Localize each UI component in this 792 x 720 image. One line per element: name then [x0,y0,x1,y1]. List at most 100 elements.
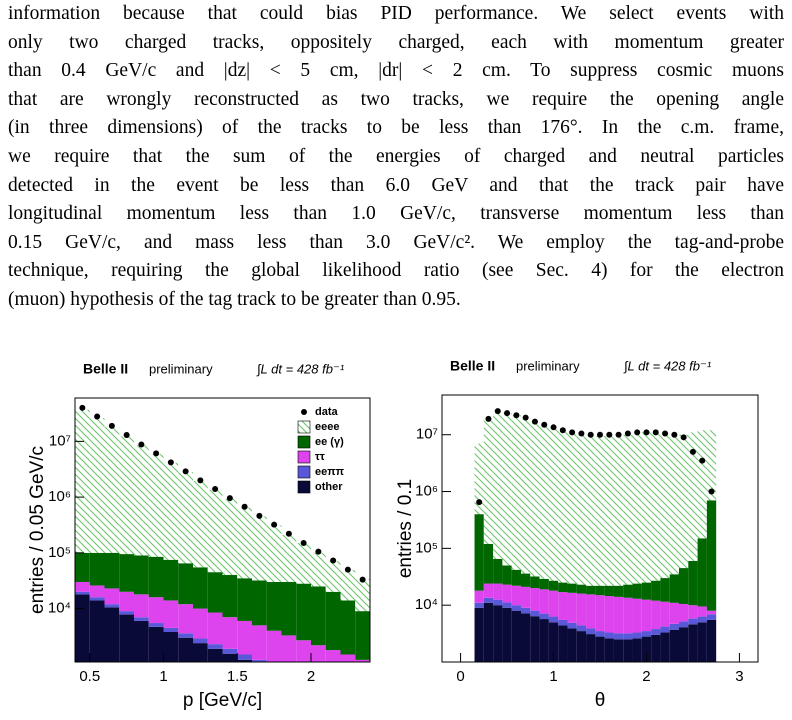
histogram-bar [576,631,587,662]
histogram-bar [296,640,311,662]
histogram-bar [669,602,679,624]
histogram-bar [89,418,105,553]
data-point [504,410,511,417]
histogram-bar [586,628,596,635]
histogram-bar [548,428,559,581]
histogram-bar [511,605,521,611]
luminosity-label: ∫L dt = 428 fb⁻¹ [256,361,345,376]
x-tick-label: 0.5 [79,668,100,685]
luminosity-label: ∫L dt = 428 fb⁻¹ [623,358,712,373]
histogram-bar [679,568,689,604]
histogram-bar [311,552,326,587]
histogram-bar [222,653,238,662]
histogram-bar [688,432,698,561]
histogram-bar [311,586,326,646]
histogram-bar [193,608,208,639]
histogram-bar [558,430,568,583]
histogram-bar [104,427,120,553]
histogram-bar [355,578,370,612]
histogram-bar [632,638,642,662]
histogram-bar [604,435,614,586]
data-point [256,512,263,519]
histogram-bar [282,670,297,676]
histogram-bar [296,543,311,584]
data-point [689,448,696,455]
histogram-bar [75,409,90,553]
legend-label: data [315,406,339,418]
legend-label: other [315,481,343,493]
data-point [643,429,650,436]
histogram-bar [222,498,238,576]
histogram-bar [252,625,267,660]
histogram-bar [595,631,605,637]
histogram-bar [586,634,596,662]
x-tick-label: 1.5 [227,668,248,685]
histogram-bar [548,622,559,662]
histogram-bar [539,424,549,579]
y-tick-label: 10⁷ [416,426,438,443]
histogram-bar [595,595,605,632]
x-axis-label: p [GeV/c] [183,690,262,711]
histogram-bar [75,552,90,582]
histogram-bar [632,598,642,633]
histogram-bar [632,632,642,639]
histogram-bar [651,600,661,630]
histogram-bar [586,585,596,595]
experiment-label: Belle II [83,361,128,377]
data-point [330,557,337,564]
legend-swatch [297,435,311,449]
histogram-bar [567,622,577,629]
histogram-bar [207,612,223,645]
histogram-bar [75,594,90,662]
histogram-bar [207,572,223,613]
histogram-bar [281,534,297,582]
x-tick-label: 3 [735,668,743,685]
histogram-bar [567,592,577,623]
histogram-bar [163,627,179,632]
histogram-bar [326,685,341,692]
histogram-bar [193,638,208,644]
histogram-bar [641,582,652,600]
histogram-bar [706,430,717,501]
histogram-bar [530,421,540,577]
data-point [123,432,130,439]
histogram-bar [325,650,341,662]
histogram-bar [252,580,267,626]
histogram-bar [548,616,559,623]
histogram-bar [148,626,164,662]
histogram-bar [576,434,587,585]
histogram-bar [178,472,193,564]
histogram-bar [558,619,568,626]
histogram-bar [613,639,624,662]
data-point [708,488,715,495]
histogram-bar [604,585,614,597]
histogram-bar [641,432,652,583]
histogram-bar [558,625,568,662]
histogram-bar [148,454,164,557]
text-line: we require that the sum of the energies … [8,146,784,167]
legend-swatch [297,480,311,494]
histogram-bar [623,597,633,634]
histogram-bar [493,599,503,606]
histogram-bar [548,580,559,591]
histogram-bar [148,623,164,627]
histogram-bar [281,581,297,636]
text-line: longitudinal momentum less than 1.0 GeV/… [8,203,784,225]
histogram-bar [340,570,356,601]
histogram-bar [641,599,652,632]
histogram-bar [281,635,297,662]
histogram-bar [613,585,624,597]
histogram-bar [207,648,223,662]
data-point [615,431,622,438]
data-point [559,427,566,434]
histogram-bar [252,516,267,581]
histogram-bar [706,500,717,611]
histogram-bar [237,654,252,660]
y-tick-label: 10⁶ [48,488,71,505]
data-point [315,548,322,555]
legend-swatch [297,450,311,464]
histogram-bar [604,596,614,633]
histogram-bar [296,583,311,641]
text-line: that are wrongly reconstructed as two tr… [8,88,784,110]
